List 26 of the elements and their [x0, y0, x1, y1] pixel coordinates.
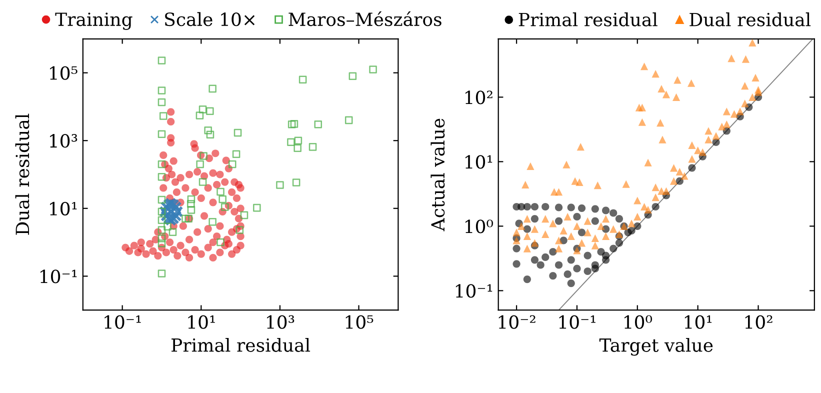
y-tick-label: 10⁵ — [50, 66, 78, 80]
x-tick-label: 10⁻¹ — [104, 315, 141, 329]
x-tick-label: 10⁵ — [346, 315, 374, 329]
legend-label: Scale 10× — [165, 12, 255, 26]
y-tick-label: 10¹ — [465, 155, 492, 169]
y-tick-label: 10⁰ — [465, 220, 494, 234]
legend-label: Maros–Mészáros — [288, 11, 442, 26]
x-tick-label: 10³ — [267, 315, 294, 329]
y-tick-label: 10⁻¹ — [456, 284, 492, 298]
legend-label: Dual residual — [690, 12, 811, 26]
legend-label: Primal residual — [518, 12, 658, 26]
x-tick-label: 10² — [745, 315, 772, 329]
x-axis-title: Target value — [599, 338, 713, 356]
y-tick-label: 10² — [465, 90, 492, 104]
legend-label: Training — [55, 12, 132, 30]
y-axis-title: Actual value — [430, 118, 445, 232]
x-tick-label: 10⁰ — [624, 315, 652, 329]
y-tick-label: 10⁻¹ — [40, 270, 77, 284]
x-axis-title: Primal residual — [172, 338, 310, 352]
x-tick-label: 10⁻¹ — [559, 315, 596, 329]
y-tick-label: 10¹ — [50, 202, 77, 216]
y-tick-label: 10³ — [50, 134, 78, 148]
x-tick-label: 10¹ — [684, 315, 712, 329]
x-tick-label: 10¹ — [188, 315, 215, 329]
x-tick-label: 10⁻² — [498, 315, 536, 329]
y-axis-title: Dual residual — [15, 114, 30, 235]
